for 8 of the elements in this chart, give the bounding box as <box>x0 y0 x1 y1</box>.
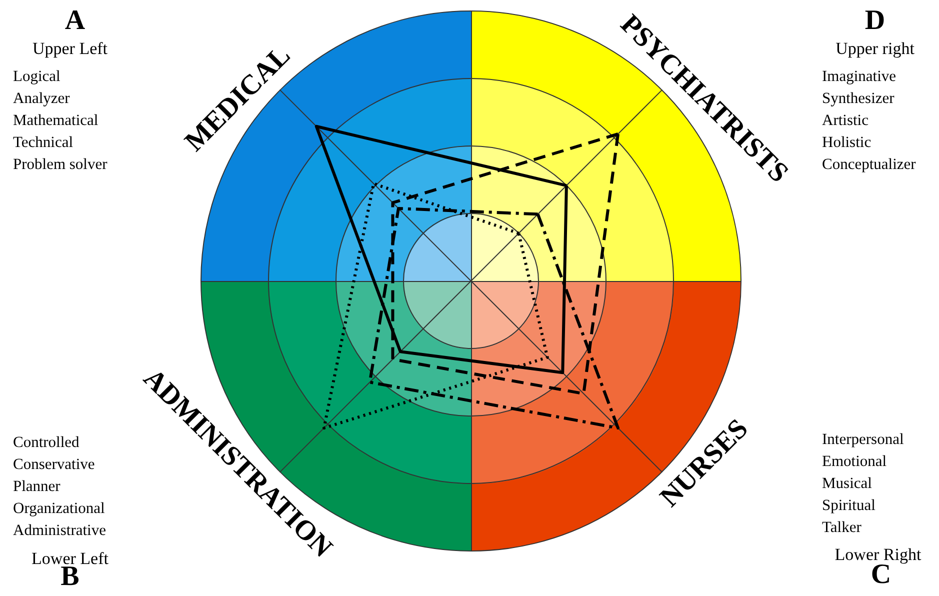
text: Interpersonal Emotional Musical Spiritual Talker <box>822 430 905 538</box>
text: Upper Left <box>31 38 109 60</box>
text: A <box>64 5 86 36</box>
text: Imaginative Synthesizer Artistic Holistic Conceptualizer <box>822 67 917 175</box>
text: Logical Analyzer Mathematical Technical Problem solver <box>13 67 108 175</box>
text: Upper right <box>834 38 916 60</box>
text: D <box>864 5 886 36</box>
text: Controlled Conservative Planner Organizational Administrative <box>13 434 106 539</box>
